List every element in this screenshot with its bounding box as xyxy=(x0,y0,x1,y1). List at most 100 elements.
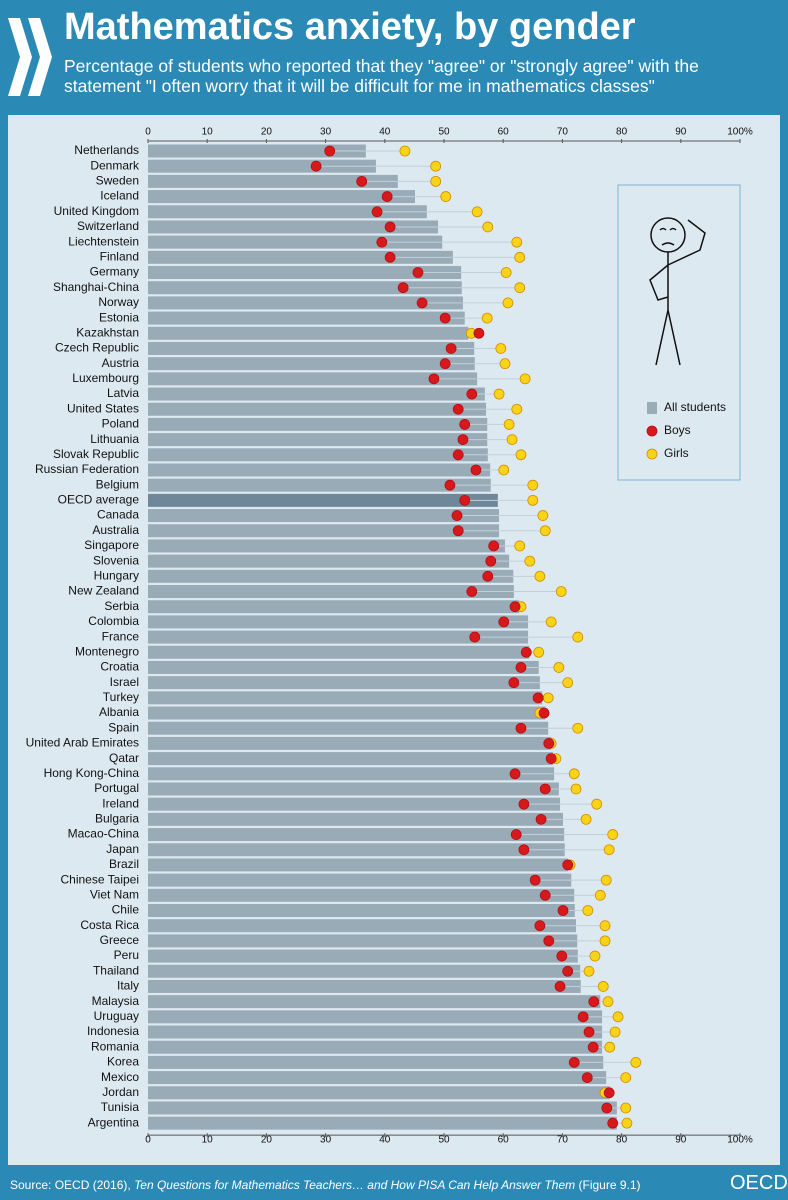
source-prefix: Source: OECD (2016), xyxy=(10,1178,135,1192)
dot xyxy=(511,403,523,415)
dot xyxy=(485,555,497,567)
dot xyxy=(518,798,530,810)
bar xyxy=(148,904,575,917)
dot xyxy=(439,312,451,324)
category-label: Slovak Republic xyxy=(53,447,139,461)
dot xyxy=(539,783,551,795)
dot xyxy=(601,1102,613,1114)
x-tick-label: 100% xyxy=(727,1135,753,1146)
logo-chevrons xyxy=(8,18,52,96)
bar xyxy=(148,706,546,720)
category-label: Liechtenstein xyxy=(68,234,139,248)
category-label: Tunisia xyxy=(101,1100,140,1114)
dot xyxy=(577,1011,589,1023)
dot xyxy=(556,950,568,962)
dot xyxy=(466,388,478,400)
category-label: Chinese Taipei xyxy=(61,872,140,886)
category-label: Israel xyxy=(110,675,139,689)
bar xyxy=(148,873,572,887)
dot xyxy=(539,889,551,901)
category-label: Costa Rica xyxy=(80,918,139,932)
dot xyxy=(469,631,481,643)
dot xyxy=(510,829,522,840)
dot xyxy=(451,510,463,521)
x-tick-label: 70 xyxy=(557,1135,569,1146)
category-label: Albania xyxy=(99,705,139,719)
dot xyxy=(612,1011,624,1023)
dot xyxy=(520,646,532,658)
dot xyxy=(503,419,515,430)
dot xyxy=(356,175,368,187)
dot xyxy=(534,570,546,582)
bar xyxy=(148,782,559,796)
category-label: Turkey xyxy=(103,690,139,704)
dot xyxy=(499,358,511,370)
category-label: Czech Republic xyxy=(55,341,139,355)
dot xyxy=(493,388,505,400)
bar xyxy=(148,433,488,447)
dot xyxy=(554,981,566,992)
dot xyxy=(444,479,456,491)
bar xyxy=(148,205,427,219)
legend-label: All students xyxy=(664,400,726,414)
dot xyxy=(620,1072,632,1083)
dot xyxy=(568,1057,580,1068)
category-label: Uruguay xyxy=(94,1009,139,1023)
category-label: OECD average xyxy=(58,493,140,507)
category-label: Portugal xyxy=(94,781,139,795)
dot xyxy=(580,813,592,825)
category-label: Poland xyxy=(102,417,139,431)
x-tick-label: 100% xyxy=(727,127,753,138)
dot xyxy=(506,434,518,446)
dot xyxy=(602,996,614,1008)
category-label: Estonia xyxy=(99,310,139,324)
category-label: Kazakhstan xyxy=(76,325,139,339)
dot xyxy=(572,722,584,734)
legend-label: Girls xyxy=(664,446,689,460)
dot xyxy=(514,282,526,294)
dot xyxy=(630,1057,642,1068)
x-tick-label: 20 xyxy=(261,127,273,138)
dot xyxy=(519,373,531,385)
dot xyxy=(509,601,521,613)
dot xyxy=(452,525,464,537)
category-label: Italy xyxy=(117,979,139,993)
dot xyxy=(515,722,527,734)
dot xyxy=(532,692,544,704)
dot xyxy=(537,510,549,521)
category-label: United Kingdom xyxy=(54,204,139,218)
x-tick-label: 80 xyxy=(616,1135,628,1146)
dot xyxy=(384,251,396,263)
bar xyxy=(148,174,398,188)
bar xyxy=(148,1071,607,1085)
category-label: Shanghai-China xyxy=(53,280,139,294)
bar xyxy=(148,843,565,857)
category-label: United Arab Emirates xyxy=(26,736,139,750)
chart-title: Mathematics anxiety, by gender xyxy=(64,6,636,48)
x-tick-label: 20 xyxy=(261,1135,273,1146)
category-label: Viet Nam xyxy=(90,887,139,901)
dot xyxy=(412,267,424,278)
bar xyxy=(148,919,577,933)
bar xyxy=(148,478,491,492)
dot xyxy=(583,1026,595,1038)
dot xyxy=(515,662,527,673)
bar xyxy=(148,615,529,629)
dot xyxy=(416,297,428,309)
bar xyxy=(148,281,462,295)
bar xyxy=(148,235,443,249)
category-label: Latvia xyxy=(107,386,139,400)
bar xyxy=(148,569,514,583)
dot xyxy=(562,859,574,871)
bar xyxy=(148,357,475,371)
dot xyxy=(603,844,615,856)
bar xyxy=(148,1086,610,1100)
bar xyxy=(148,220,439,234)
category-label: Germany xyxy=(90,265,139,279)
dot xyxy=(604,1041,616,1053)
x-tick-label: 90 xyxy=(675,1135,687,1146)
dot xyxy=(498,464,510,476)
bar xyxy=(148,660,539,674)
category-label: Iceland xyxy=(100,189,139,203)
legend-label: Boys xyxy=(664,423,691,437)
